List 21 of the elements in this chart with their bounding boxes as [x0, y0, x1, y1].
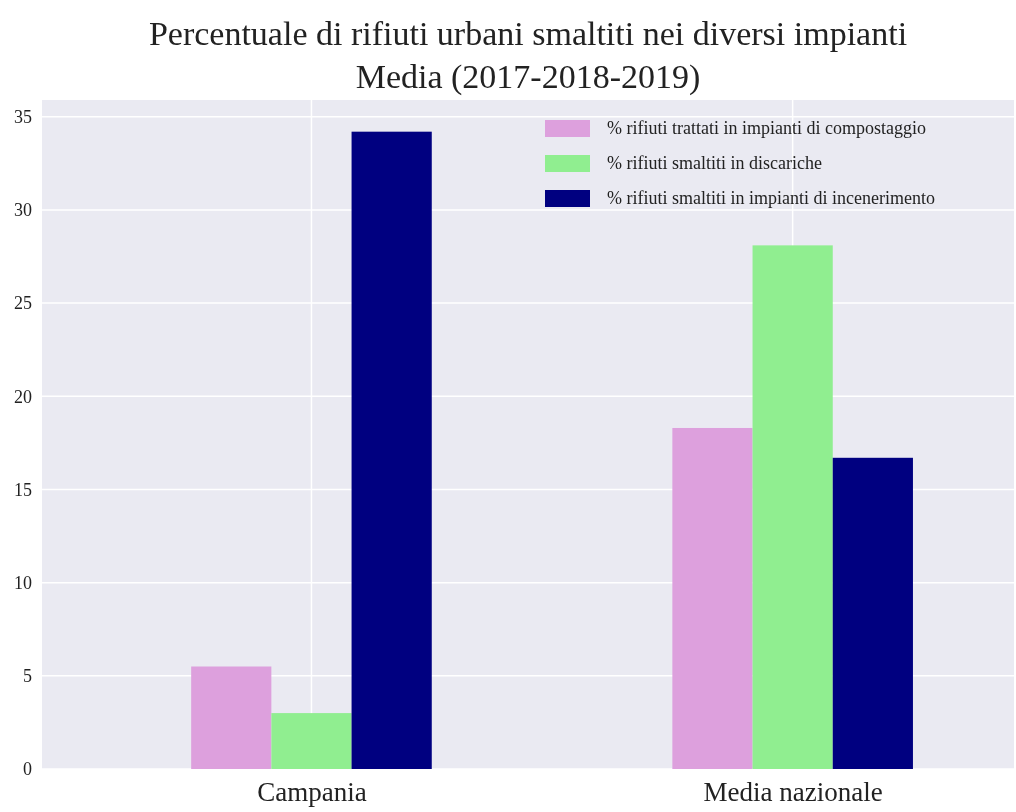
bar: [191, 666, 272, 769]
y-tick-label: 15: [14, 479, 32, 500]
bar: [271, 713, 352, 769]
bar: [752, 245, 833, 769]
legend-label: % rifiuti smaltiti in impianti di incenerimento: [607, 188, 935, 208]
legend-label: % rifiuti smaltiti in discariche: [607, 153, 822, 173]
y-tick-label: 30: [14, 200, 32, 221]
x-tick-label: Campania: [257, 777, 367, 808]
y-tick-label: 25: [14, 293, 32, 314]
y-tick-label: 35: [14, 107, 32, 128]
chart-title: Percentuale di rifiuti urbani smaltiti nei diversi impianti: [148, 15, 908, 52]
bar: [351, 131, 432, 769]
chart-subtitle: Media (2017-2018-2019): [355, 58, 701, 96]
y-tick-label: 0: [23, 759, 32, 780]
bar: [672, 427, 753, 769]
y-tick-label: 5: [23, 666, 32, 687]
x-tick-label: Media nazionale: [703, 777, 883, 808]
y-tick-label: 10: [14, 572, 32, 593]
bar: [832, 457, 913, 769]
legend-label: % rifiuti trattati in impianti di compostaggio: [607, 118, 926, 138]
y-tick-label: 20: [14, 386, 32, 407]
